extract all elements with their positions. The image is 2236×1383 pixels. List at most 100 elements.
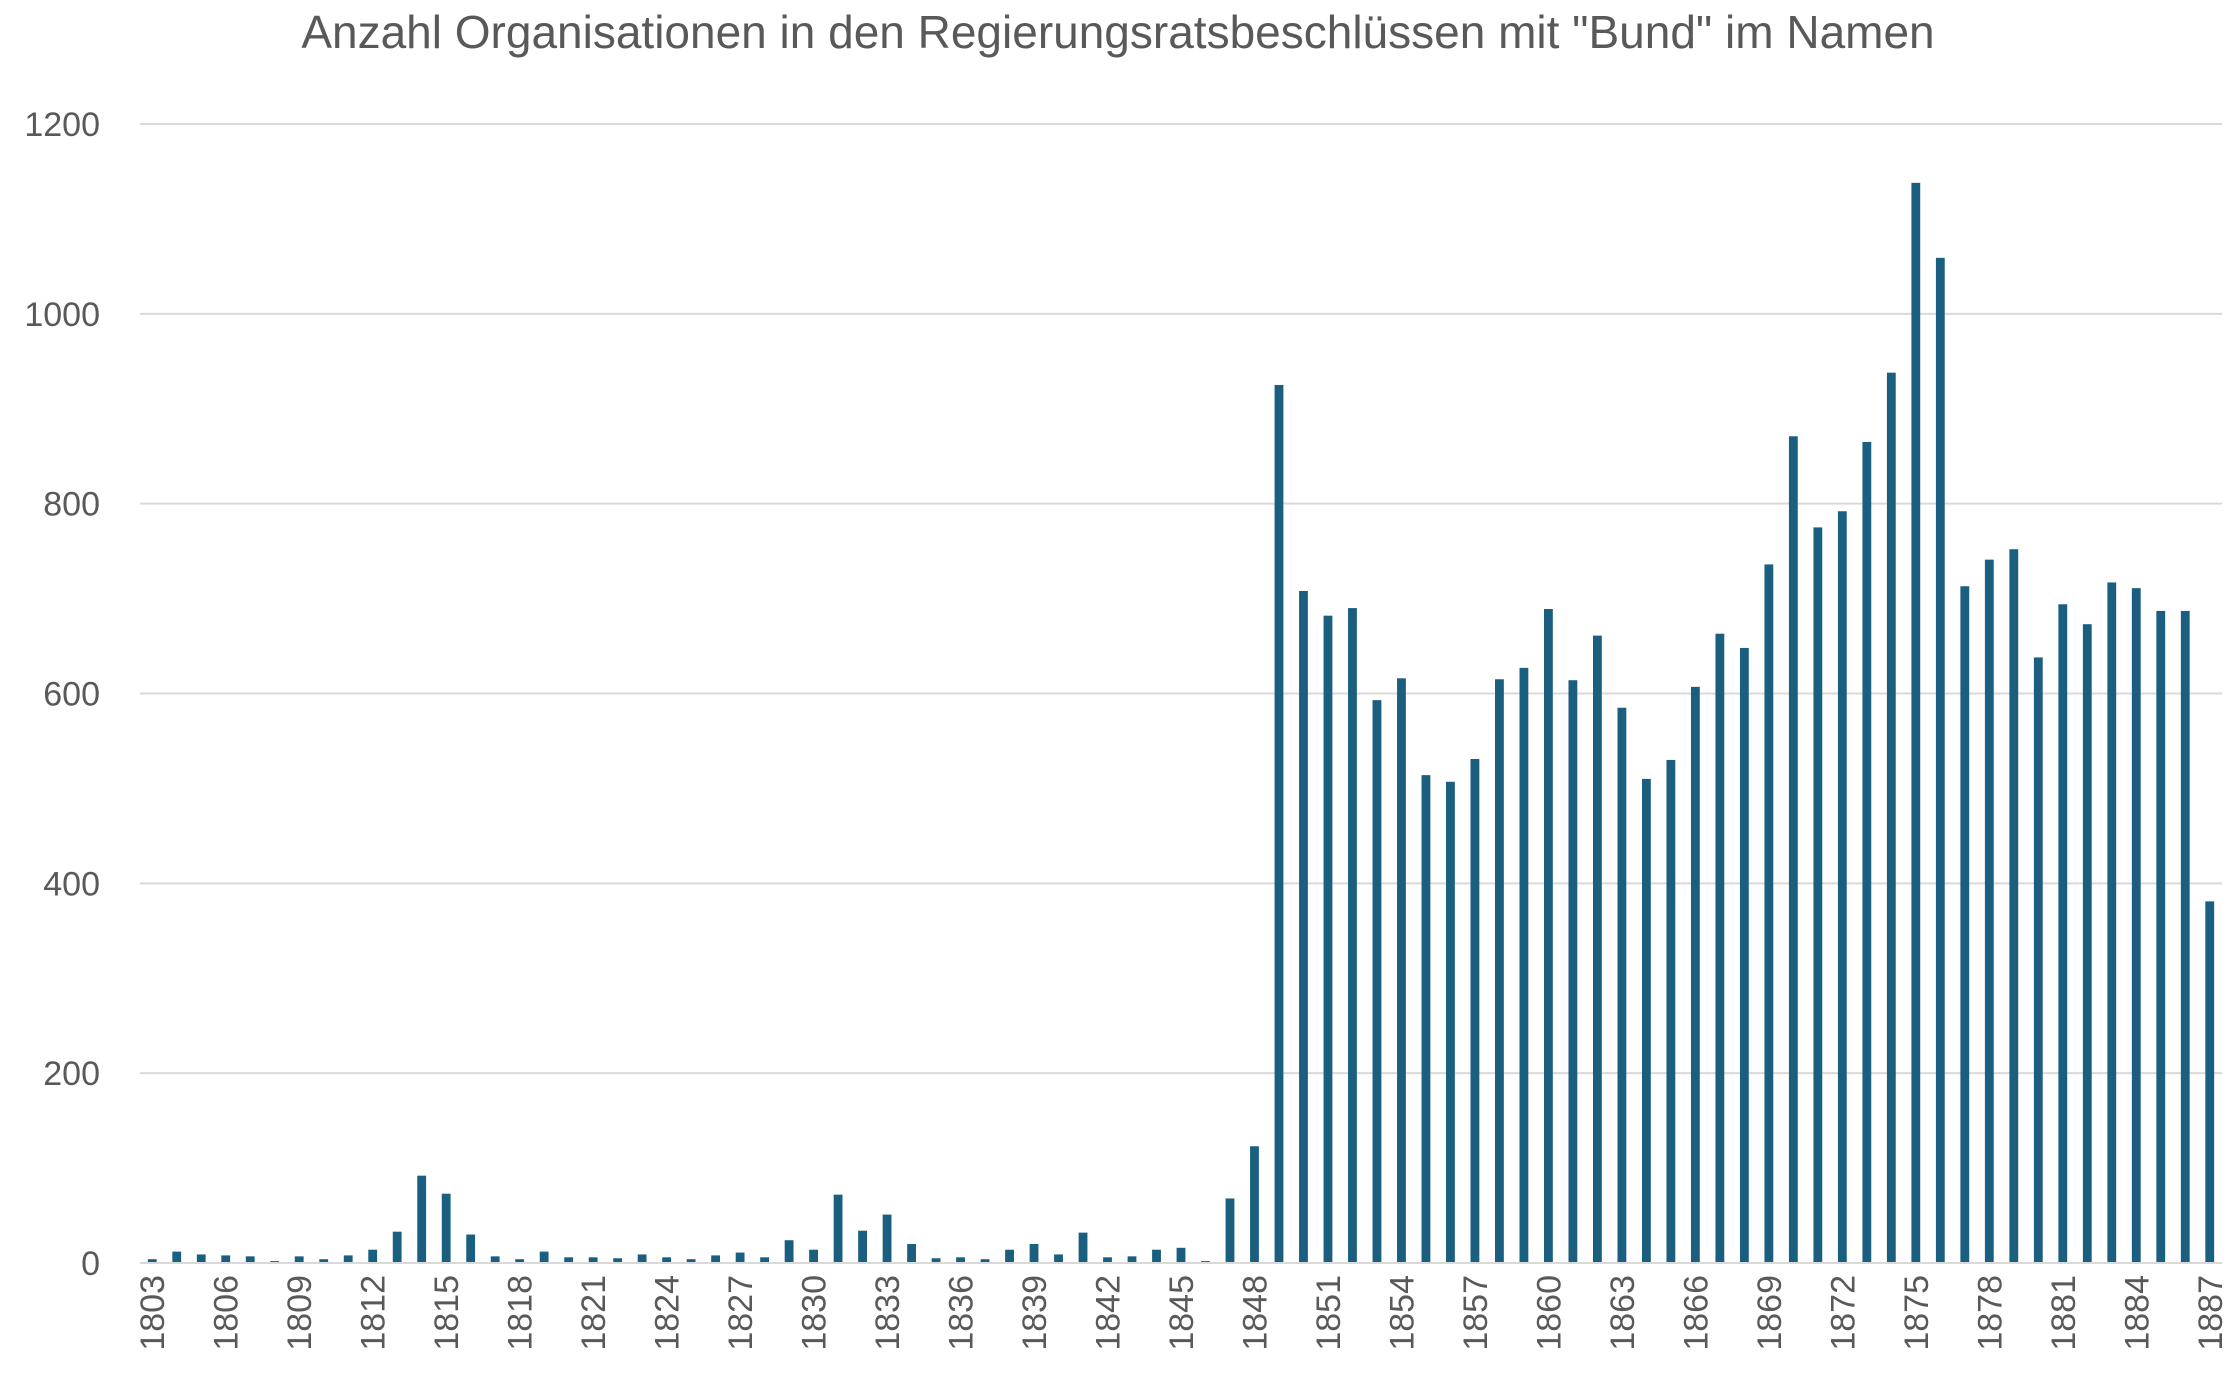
x-tick-label: 1854 — [1383, 1275, 1421, 1351]
x-tick-label: 1839 — [1016, 1275, 1054, 1351]
bar-1807 — [245, 1256, 255, 1263]
bar-1844 — [1152, 1249, 1161, 1263]
x-tick-label: 1875 — [1898, 1275, 1936, 1351]
bar-1835 — [931, 1258, 941, 1263]
bar-1859 — [1519, 667, 1529, 1263]
bar-1836 — [956, 1257, 965, 1263]
bar-1840 — [1054, 1254, 1063, 1263]
bar-1814 — [417, 1175, 427, 1263]
x-tick-label: 1833 — [869, 1275, 907, 1351]
bar-1874 — [1886, 372, 1896, 1263]
bar-1886 — [2180, 610, 2190, 1263]
bar-1887 — [2205, 901, 2215, 1263]
bar-1851 — [1323, 615, 1333, 1263]
bar-1860 — [1544, 609, 1553, 1263]
bar-1872 — [1837, 511, 1847, 1263]
x-tick-label: 1884 — [2118, 1275, 2156, 1351]
y-axis-tick-labels: 0 200 400 600 800 1000 1200 — [24, 106, 100, 1283]
bar-1871 — [1813, 527, 1823, 1263]
bar-1876 — [1935, 257, 1945, 1264]
x-tick-label: 1845 — [1163, 1275, 1201, 1351]
bar-1805 — [196, 1254, 206, 1263]
x-tick-label: 1857 — [1457, 1275, 1495, 1351]
bar-1810 — [319, 1259, 329, 1263]
bar-1869 — [1764, 564, 1774, 1263]
bar-1843 — [1127, 1256, 1137, 1263]
x-tick-label: 1860 — [1530, 1275, 1568, 1351]
bar-1819 — [539, 1251, 549, 1263]
x-tick-label: 1848 — [1236, 1275, 1274, 1351]
x-axis-tick-labels: 1803 1806 1809 1812 1815 1818 1821 1824 1827 1830… — [134, 1275, 2230, 1351]
bar-1827 — [735, 1252, 745, 1263]
bar-1880 — [2033, 657, 2043, 1263]
x-tick-label: 1815 — [428, 1275, 466, 1351]
bar-1852 — [1348, 608, 1357, 1263]
x-tick-label: 1830 — [796, 1275, 834, 1351]
x-tick-label: 1887 — [2192, 1275, 2230, 1351]
x-tick-label: 1824 — [649, 1275, 687, 1351]
gridlines — [140, 123, 2222, 1075]
bar-1866 — [1690, 686, 1700, 1263]
bar-1811 — [343, 1255, 353, 1263]
bar-1855 — [1421, 775, 1431, 1263]
x-tick-label: 1836 — [943, 1275, 981, 1351]
bar-1803 — [147, 1259, 157, 1263]
bar-1824 — [662, 1257, 672, 1263]
x-tick-label: 1866 — [1677, 1275, 1715, 1351]
bar-1862 — [1592, 635, 1602, 1263]
bar-1879 — [2009, 549, 2019, 1263]
bar-1863 — [1617, 707, 1627, 1263]
bar-1832 — [858, 1230, 867, 1263]
bar-1882 — [2082, 624, 2092, 1263]
bar-1842 — [1103, 1257, 1112, 1263]
bar-1817 — [490, 1256, 500, 1263]
x-tick-label: 1821 — [575, 1275, 613, 1351]
bar-1865 — [1666, 759, 1676, 1263]
bar-1828 — [760, 1257, 770, 1263]
bar-1831 — [833, 1194, 843, 1263]
bar-1883 — [2107, 582, 2117, 1263]
bar-1847 — [1225, 1198, 1235, 1263]
bar-1815 — [441, 1193, 451, 1263]
y-tick-label: 800 — [43, 486, 100, 524]
bar-1833 — [882, 1214, 892, 1263]
bar-1853 — [1372, 700, 1382, 1263]
bar-1812 — [368, 1249, 378, 1263]
x-tick-label: 1869 — [1751, 1275, 1789, 1351]
bar-1885 — [2156, 610, 2166, 1263]
bar-1877 — [1960, 586, 1970, 1263]
bar-1804 — [172, 1251, 182, 1263]
bar-1868 — [1739, 647, 1749, 1263]
bar-1858 — [1495, 679, 1504, 1263]
y-tick-label: 200 — [43, 1055, 100, 1093]
y-tick-label: 1000 — [24, 296, 100, 334]
bar-1841 — [1078, 1232, 1088, 1263]
bar-1838 — [1005, 1249, 1014, 1263]
x-tick-label: 1881 — [2045, 1275, 2083, 1351]
bar-1809 — [294, 1256, 304, 1263]
bar-1857 — [1470, 758, 1480, 1263]
bar-1864 — [1641, 778, 1651, 1263]
x-tick-label: 1863 — [1604, 1275, 1642, 1351]
bar-1820 — [564, 1257, 574, 1263]
bar-1845 — [1176, 1247, 1186, 1263]
bar-1818 — [515, 1259, 525, 1263]
bar-1823 — [637, 1254, 647, 1263]
bar-1816 — [466, 1234, 476, 1263]
bar-1854 — [1397, 678, 1406, 1263]
bar-1806 — [221, 1255, 231, 1263]
x-tick-label: 1803 — [134, 1275, 172, 1351]
x-tick-label: 1851 — [1310, 1275, 1348, 1351]
bar-1884 — [2131, 588, 2141, 1263]
bar-1829 — [784, 1240, 794, 1263]
bar-1834 — [907, 1244, 916, 1263]
bar-1825 — [686, 1259, 696, 1263]
bar-1878 — [1984, 559, 1994, 1263]
x-tick-label: 1878 — [1971, 1275, 2009, 1351]
chart-title: Anzahl Organisationen in den Regierungsr… — [301, 6, 1934, 58]
bar-1875 — [1911, 182, 1921, 1264]
bar-1848 — [1250, 1146, 1259, 1263]
x-tick-label: 1806 — [208, 1275, 246, 1351]
